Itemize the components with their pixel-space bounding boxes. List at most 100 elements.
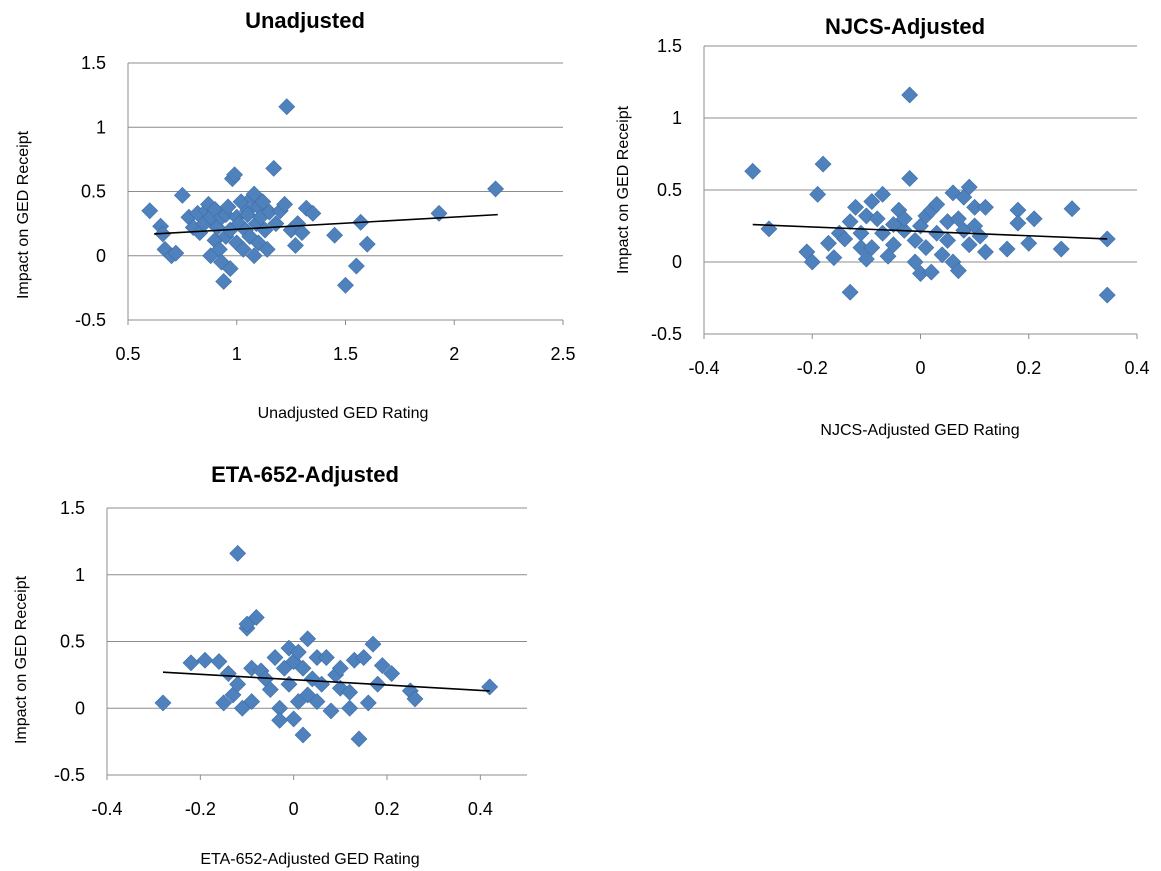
data-point xyxy=(820,234,837,252)
data-point xyxy=(226,166,243,184)
y-tick-label: -0.5 xyxy=(651,324,682,344)
data-point xyxy=(487,180,504,198)
y-axis-label: Impact on GED Receipt xyxy=(13,575,30,744)
data-point xyxy=(331,659,349,677)
data-point xyxy=(285,710,303,728)
data-point xyxy=(221,260,239,278)
x-tick-label: -0.2 xyxy=(797,358,828,378)
data-point xyxy=(863,239,881,257)
data-point xyxy=(182,654,200,672)
data-point xyxy=(326,226,344,244)
y-tick-label: 0.5 xyxy=(81,182,106,202)
data-point xyxy=(245,247,263,265)
x-tick-label: 1 xyxy=(232,344,242,364)
x-tick-label: 0.4 xyxy=(468,799,493,819)
data-point xyxy=(141,202,159,220)
data-point xyxy=(939,231,956,249)
data-point xyxy=(317,649,335,666)
data-point xyxy=(868,210,886,228)
data-point xyxy=(271,711,289,729)
data-point xyxy=(254,193,272,211)
data-point xyxy=(308,693,326,710)
trendline xyxy=(162,671,490,692)
x-tick-label: 0.5 xyxy=(115,344,140,364)
data-point xyxy=(744,162,762,180)
y-tick-label: 1.5 xyxy=(60,498,85,518)
data-point xyxy=(847,198,864,216)
x-tick-label: 2 xyxy=(449,344,459,364)
chart-title: ETA-652-Adjusted xyxy=(211,462,399,487)
data-point xyxy=(901,86,919,104)
data-point xyxy=(341,699,359,717)
x-tick-label: -0.4 xyxy=(91,799,122,819)
y-tick-label: 0.5 xyxy=(657,180,682,200)
data-point xyxy=(852,224,870,242)
x-tick-label: -0.4 xyxy=(688,358,719,378)
trendline xyxy=(752,223,1108,240)
scatter-panel-unadjusted: Unadjusted -0.5 0 0.5 1 1.5 0.5 1 1.5 2 2.5 Unadj… xyxy=(15,8,576,422)
data-point xyxy=(359,694,377,712)
data-point xyxy=(879,247,897,265)
data-point xyxy=(219,198,237,216)
data-point xyxy=(814,155,832,173)
y-tick-label: 0 xyxy=(672,252,682,272)
data-point xyxy=(998,240,1016,258)
data-point xyxy=(406,690,424,708)
data-point xyxy=(949,210,967,228)
data-point xyxy=(960,178,978,196)
y-tick-label: 0.5 xyxy=(60,632,85,652)
data-point xyxy=(1098,286,1116,304)
x-tick-label: 0 xyxy=(289,799,299,819)
x-axis-label: NJCS-Adjusted GED Rating xyxy=(820,422,1019,439)
data-point xyxy=(836,230,854,248)
data-point xyxy=(481,678,499,696)
x-tick-label: 0.2 xyxy=(1016,358,1041,378)
data-point xyxy=(977,243,994,261)
trendline xyxy=(154,213,498,235)
x-tick-label: 2.5 xyxy=(550,344,575,364)
y-tick-label: 1 xyxy=(672,108,682,128)
data-point xyxy=(154,694,172,712)
y-axis-label: Impact on GED Receipt xyxy=(15,130,32,299)
data-point xyxy=(355,649,373,666)
data-point xyxy=(977,198,994,216)
data-point xyxy=(350,730,368,748)
data-point xyxy=(294,726,312,744)
data-point xyxy=(885,236,902,254)
data-point xyxy=(293,224,311,242)
data-point xyxy=(874,185,892,203)
data-point xyxy=(933,246,951,264)
data-point xyxy=(928,195,946,213)
data-point xyxy=(1009,214,1027,232)
chart-title: NJCS-Adjusted xyxy=(825,14,985,39)
data-point xyxy=(265,159,283,177)
data-point xyxy=(803,253,821,271)
data-point xyxy=(885,216,902,233)
data-point xyxy=(304,204,322,222)
data-point xyxy=(863,193,881,210)
data-point xyxy=(229,675,247,693)
x-tick-label: 0.4 xyxy=(1124,358,1149,378)
data-point xyxy=(383,665,401,682)
data-point xyxy=(922,263,940,281)
data-point xyxy=(261,681,279,698)
data-point xyxy=(1063,200,1081,218)
chart-title: Unadjusted xyxy=(245,8,365,33)
data-point xyxy=(809,185,827,203)
data-point xyxy=(895,210,913,228)
x-tick-label: 0 xyxy=(915,358,925,378)
y-tick-label: 1 xyxy=(75,565,85,585)
data-point xyxy=(243,693,261,710)
data-point xyxy=(276,195,294,213)
data-point xyxy=(364,635,382,653)
data-point xyxy=(358,235,376,253)
data-point xyxy=(167,244,185,262)
scatter-panel-njcs-adjusted: NJCS-Adjusted -0.5 0 0.5 1 1.5 -0.4 -0.2 0 0.2 0.… xyxy=(615,14,1150,439)
data-point xyxy=(1052,240,1070,258)
data-point xyxy=(289,643,307,661)
data-point xyxy=(210,653,228,670)
y-tick-label: 0 xyxy=(96,246,106,266)
data-point xyxy=(841,213,859,231)
data-point xyxy=(234,240,252,258)
